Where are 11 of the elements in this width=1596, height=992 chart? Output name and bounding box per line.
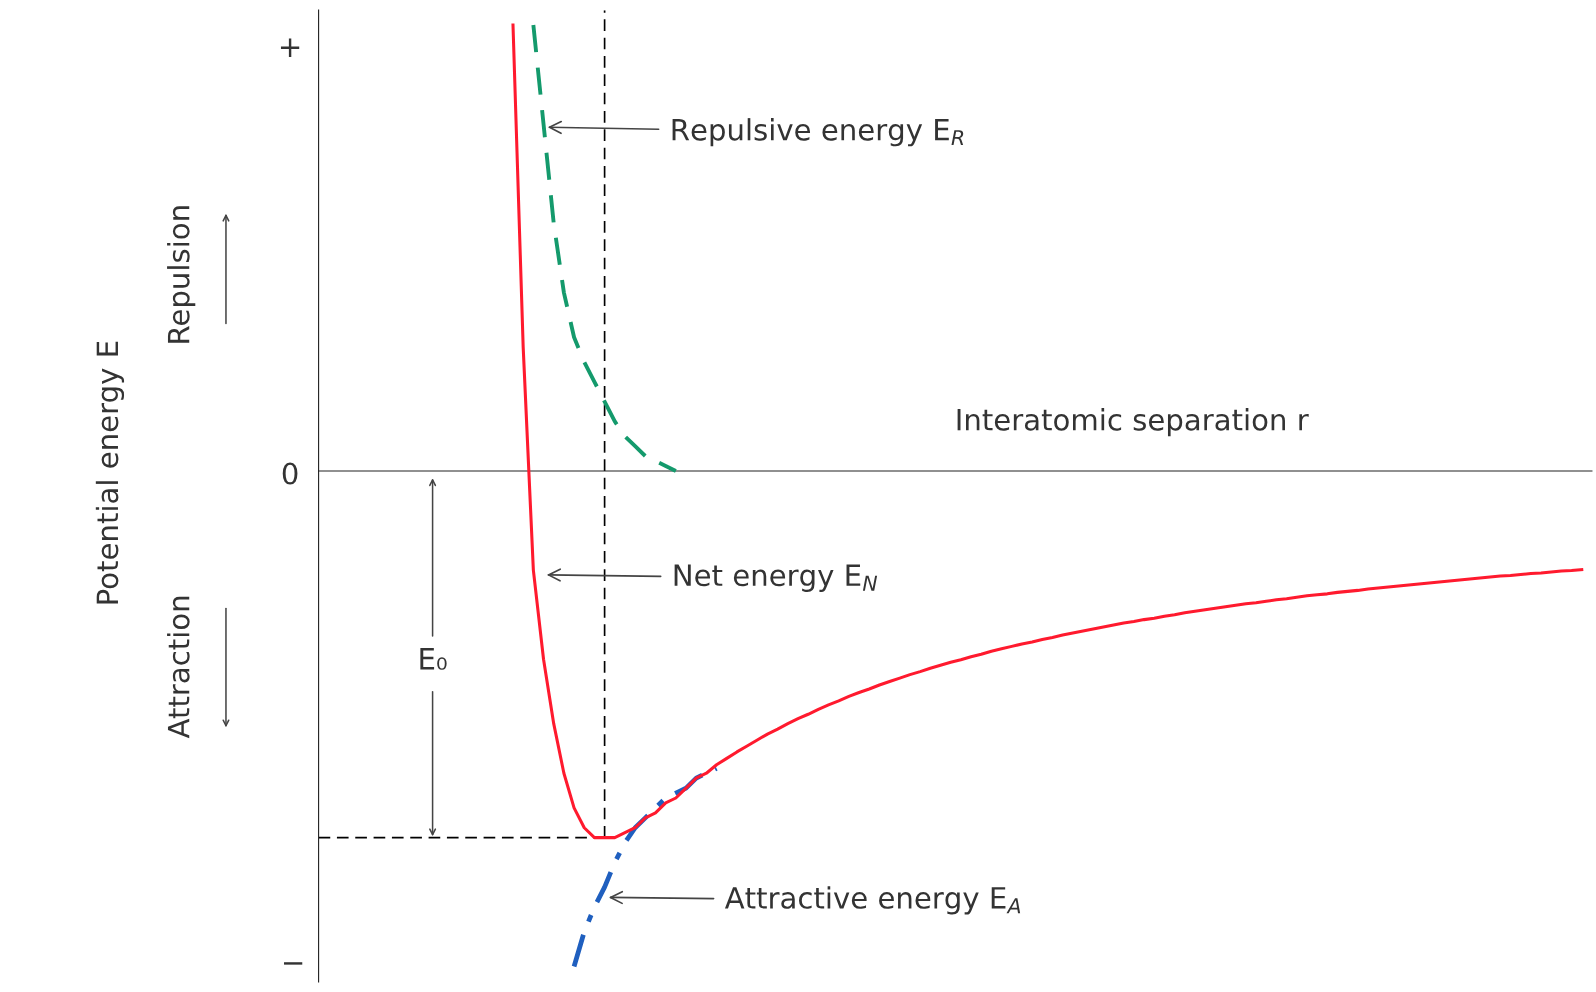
text: + <box>280 38 300 57</box>
text: Attraction <box>167 596 190 739</box>
text: 0 <box>282 462 298 485</box>
text: − <box>284 962 303 965</box>
annotation: Net energy E$_{N}$ <box>674 564 878 592</box>
x-axis-title: Interatomic separation r <box>957 408 1309 437</box>
annotation: Repulsive energy E$_{R}$ <box>672 118 964 147</box>
annotation: Attractive energy E$_{A}$ <box>724 886 1021 915</box>
annotation: E₀ <box>420 648 447 670</box>
text: Potential energy E <box>95 341 125 604</box>
text: Repulsion <box>167 206 196 343</box>
